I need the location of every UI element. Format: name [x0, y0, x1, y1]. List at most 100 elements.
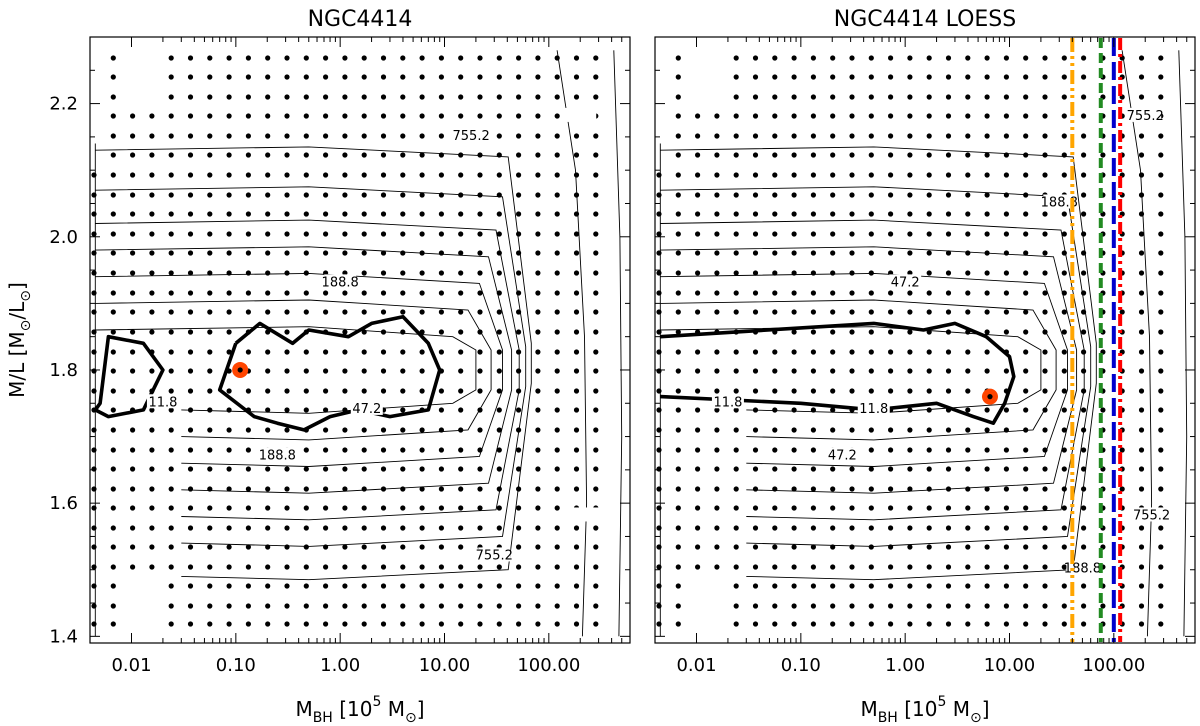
grid-point [1138, 270, 1145, 276]
grid-point [226, 544, 232, 550]
grid-point [695, 192, 701, 198]
grid-point [830, 231, 836, 237]
grid-point [207, 349, 213, 355]
y-tick-label: 1.8 [49, 360, 78, 381]
grid-point [477, 211, 483, 217]
grid-point [1042, 427, 1048, 433]
grid-point [1081, 329, 1087, 335]
grid-point [323, 94, 329, 100]
grid-point [438, 290, 444, 296]
grid-point [695, 250, 701, 256]
grid-point [400, 74, 406, 80]
grid-point [149, 447, 155, 453]
grid-point [984, 152, 990, 158]
grid-point [593, 250, 599, 256]
grid-point [265, 94, 271, 100]
grid-point [400, 94, 406, 100]
grid-point [1003, 447, 1010, 453]
contour-label: 11.8 [859, 402, 888, 417]
grid-point [810, 486, 817, 492]
grid-point [284, 133, 290, 139]
grid-point [226, 290, 232, 296]
grid-point [1100, 407, 1106, 413]
grid-point [400, 407, 406, 413]
grid-point [303, 94, 309, 100]
grid-point [984, 74, 990, 80]
grid-point [207, 133, 213, 139]
grid-point [1003, 250, 1010, 256]
grid-point [438, 94, 444, 100]
grid-point [284, 290, 290, 296]
grid-point [965, 231, 971, 237]
grid-point [303, 544, 309, 550]
grid-point [675, 172, 681, 178]
grid-point [965, 211, 971, 217]
grid-point [752, 447, 759, 453]
grid-point [207, 544, 213, 550]
grid-point [926, 113, 932, 119]
grid-point [926, 447, 932, 453]
grid-point [573, 486, 580, 492]
grid-point [675, 583, 681, 589]
grid-point [207, 329, 213, 335]
grid-point [130, 211, 136, 217]
grid-point [868, 505, 874, 511]
grid-point [342, 486, 348, 492]
grid-point [868, 74, 874, 80]
grid-point [1042, 290, 1048, 296]
grid-point [1119, 309, 1125, 315]
grid-point [984, 94, 990, 100]
grid-point [516, 152, 522, 158]
contour-label: 755.2 [476, 548, 513, 563]
grid-point [361, 211, 367, 217]
contour-line [660, 246, 1078, 494]
grid-point [149, 113, 155, 119]
grid-point [496, 270, 502, 276]
grid-point [496, 74, 502, 80]
grid-point [752, 211, 759, 217]
grid-point [675, 505, 681, 511]
grid-point [361, 427, 367, 433]
grid-point [207, 113, 213, 119]
grid-point [868, 192, 874, 198]
grid-point [965, 583, 971, 589]
grid-point [361, 368, 367, 374]
x-tick-label: 100.00 [517, 655, 580, 676]
grid-point [926, 466, 932, 472]
grid-point [110, 525, 116, 531]
grid-point [110, 55, 116, 61]
grid-point [245, 152, 251, 158]
grid-point [342, 583, 348, 589]
grid-point [1023, 388, 1029, 394]
grid-point [830, 603, 836, 609]
grid-point [130, 564, 136, 570]
contour-line [95, 326, 477, 414]
grid-point [907, 290, 913, 296]
grid-point [791, 447, 797, 453]
grid-point [945, 172, 952, 178]
grid-point [149, 270, 155, 276]
grid-point [868, 231, 874, 237]
grid-point [110, 544, 116, 550]
grid-point [1061, 368, 1067, 374]
grid-point [1081, 270, 1087, 276]
grid-point [945, 113, 952, 119]
grid-point [1138, 564, 1145, 570]
grid-point [380, 94, 387, 100]
plot-frame [89, 36, 631, 644]
grid-point [361, 152, 367, 158]
grid-point [868, 309, 874, 315]
grid-point [791, 113, 797, 119]
grid-point [849, 172, 855, 178]
grid-point [907, 172, 913, 178]
grid-point [926, 211, 932, 217]
grid-point [110, 172, 116, 178]
grid-point [516, 466, 522, 472]
grid-point [675, 427, 681, 433]
grid-point [168, 407, 174, 413]
grid-point [1158, 427, 1164, 433]
grid-point [965, 55, 971, 61]
grid-point [323, 349, 329, 355]
grid-point [477, 113, 483, 119]
grid-point [342, 74, 348, 80]
